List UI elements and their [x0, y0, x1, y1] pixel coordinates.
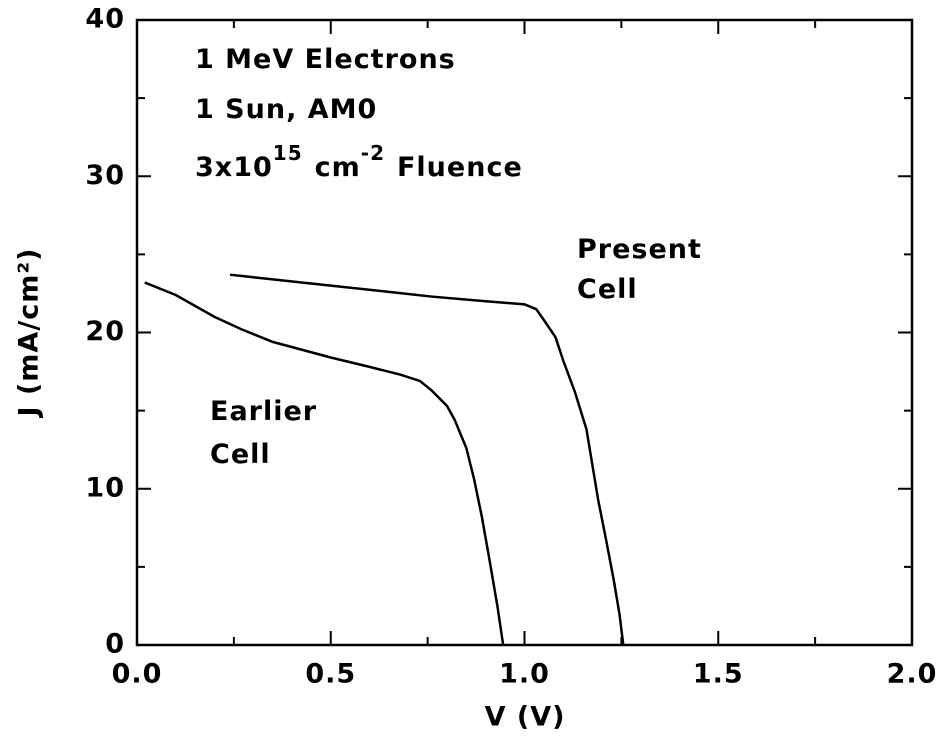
- x-tick-label: 0.5: [305, 659, 356, 690]
- annotation: 1 Sun, AM0: [195, 94, 377, 125]
- iv-curve: [144, 281, 505, 646]
- annotation-part: 15: [273, 141, 303, 165]
- iv-curve: [229, 273, 625, 646]
- annotation: 1 MeV Electrons: [195, 44, 456, 75]
- annotation-part: 3x10: [195, 152, 273, 183]
- x-axis-label: V (V): [485, 702, 566, 733]
- y-tick-label: 0: [105, 629, 125, 660]
- annotation-part: Earlier: [210, 396, 317, 427]
- y-tick-label: 30: [85, 160, 125, 191]
- y-tick-label: 20: [85, 316, 125, 347]
- annotation-part: Cell: [210, 439, 271, 470]
- annotation-part: Cell: [577, 274, 638, 305]
- annotation-part: Present: [577, 234, 702, 265]
- annotation: Cell: [577, 274, 638, 305]
- x-tick-label: 1.0: [499, 659, 550, 690]
- annotation-part: cm: [315, 152, 361, 183]
- annotation-part: 1 MeV Electrons: [195, 44, 456, 75]
- annotation: Present: [577, 234, 702, 265]
- annotation-part: 1 Sun, AM0: [195, 94, 377, 125]
- annotation: Earlier: [210, 396, 317, 427]
- x-tick-label: 0.0: [112, 659, 163, 690]
- y-tick-label: 10: [85, 472, 125, 503]
- x-tick-label: 1.5: [693, 659, 744, 690]
- x-tick-label: 2.0: [887, 659, 938, 690]
- annotation-part: -2: [361, 141, 385, 165]
- y-axis-label: J (mA/cm²): [14, 248, 45, 419]
- annotation: 3x1015 cm-2 Fluence: [195, 141, 523, 183]
- y-tick-label: 40: [85, 4, 125, 35]
- annotation: Cell: [210, 439, 271, 470]
- annotation-part: Fluence: [397, 152, 523, 183]
